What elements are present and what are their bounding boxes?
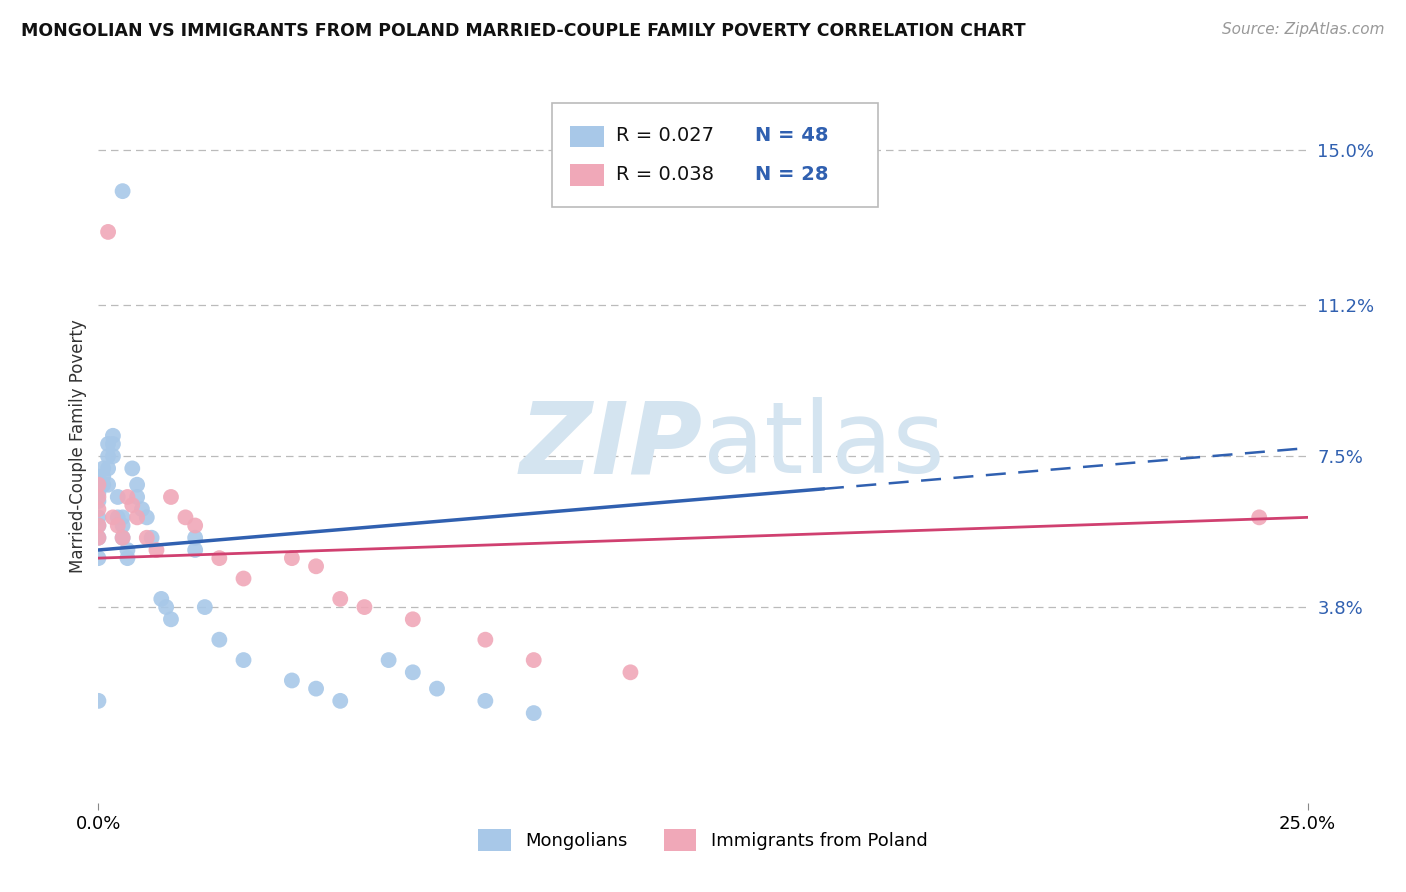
Text: ZIP: ZIP	[520, 398, 703, 494]
Point	[194, 600, 217, 615]
Point	[377, 653, 399, 667]
Point	[87, 490, 110, 504]
Legend: Mongolians, Immigrants from Poland: Mongolians, Immigrants from Poland	[471, 822, 935, 858]
Point	[101, 437, 124, 451]
FancyBboxPatch shape	[569, 164, 603, 186]
Point	[305, 559, 328, 574]
Point	[87, 518, 110, 533]
Point	[232, 572, 254, 586]
Point	[87, 469, 110, 483]
Point	[150, 591, 173, 606]
Point	[619, 665, 641, 680]
Point	[426, 681, 449, 696]
Point	[160, 490, 183, 504]
Point	[117, 490, 139, 504]
Point	[121, 461, 143, 475]
Point	[87, 502, 110, 516]
Point	[111, 518, 134, 533]
Point	[101, 449, 124, 463]
Text: atlas: atlas	[703, 398, 945, 494]
Point	[141, 531, 163, 545]
Text: R = 0.038: R = 0.038	[616, 165, 714, 184]
Point	[97, 477, 120, 491]
Point	[91, 477, 114, 491]
Text: R = 0.027: R = 0.027	[616, 126, 714, 145]
Point	[232, 653, 254, 667]
Point	[305, 681, 328, 696]
Point	[101, 510, 124, 524]
Point	[174, 510, 197, 524]
Point	[145, 543, 167, 558]
Point	[87, 486, 110, 500]
Point	[402, 665, 425, 680]
Point	[329, 694, 352, 708]
Point	[353, 600, 375, 615]
FancyBboxPatch shape	[569, 126, 603, 147]
Point	[97, 449, 120, 463]
Point	[91, 461, 114, 475]
Point	[87, 477, 110, 491]
Text: N = 28: N = 28	[755, 165, 828, 184]
Text: MONGOLIAN VS IMMIGRANTS FROM POLAND MARRIED-COUPLE FAMILY POVERTY CORRELATION CH: MONGOLIAN VS IMMIGRANTS FROM POLAND MARR…	[21, 22, 1026, 40]
Point	[160, 612, 183, 626]
Point	[474, 632, 496, 647]
Text: N = 48: N = 48	[755, 126, 828, 145]
Point	[523, 653, 546, 667]
Point	[117, 543, 139, 558]
Point	[111, 531, 134, 545]
Point	[87, 518, 110, 533]
Y-axis label: Married-Couple Family Poverty: Married-Couple Family Poverty	[69, 319, 87, 573]
Point	[155, 600, 177, 615]
Point	[87, 510, 110, 524]
Point	[184, 531, 207, 545]
Point	[107, 490, 129, 504]
Point	[1249, 510, 1271, 524]
Point	[281, 673, 304, 688]
Point	[135, 510, 157, 524]
Point	[474, 694, 496, 708]
Point	[117, 551, 139, 566]
Point	[523, 706, 546, 720]
Point	[131, 502, 153, 516]
Point	[97, 437, 120, 451]
Point	[87, 694, 110, 708]
Point	[208, 632, 231, 647]
Point	[111, 184, 134, 198]
Point	[107, 518, 129, 533]
Point	[87, 477, 110, 491]
Point	[101, 429, 124, 443]
Point	[402, 612, 425, 626]
Point	[135, 531, 157, 545]
Point	[87, 494, 110, 508]
FancyBboxPatch shape	[551, 103, 879, 207]
Point	[329, 591, 352, 606]
Point	[208, 551, 231, 566]
Point	[127, 510, 149, 524]
Point	[97, 225, 120, 239]
Point	[87, 531, 110, 545]
Text: Source: ZipAtlas.com: Source: ZipAtlas.com	[1222, 22, 1385, 37]
Point	[281, 551, 304, 566]
Point	[87, 551, 110, 566]
Point	[127, 477, 149, 491]
Point	[107, 510, 129, 524]
Point	[111, 531, 134, 545]
Point	[121, 498, 143, 512]
Point	[97, 461, 120, 475]
Point	[127, 490, 149, 504]
Point	[184, 518, 207, 533]
Point	[91, 469, 114, 483]
Point	[184, 543, 207, 558]
Point	[111, 510, 134, 524]
Point	[87, 531, 110, 545]
